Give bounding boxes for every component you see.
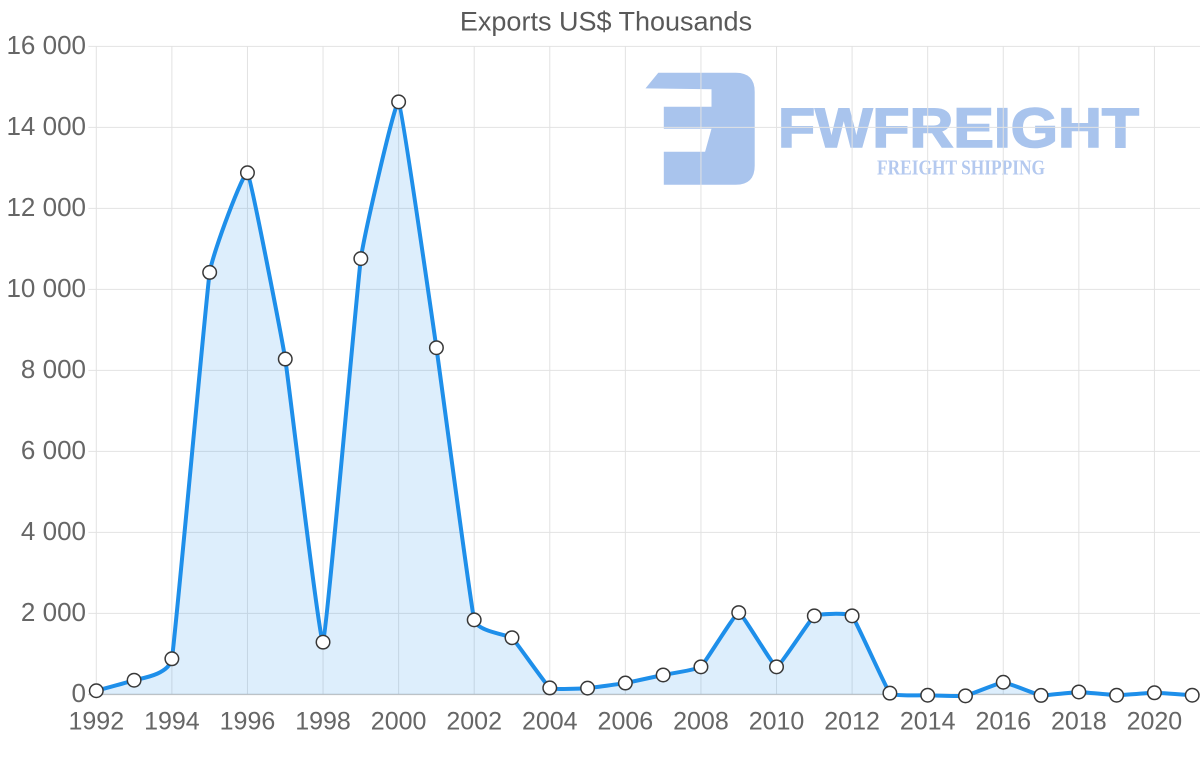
svg-text:1994: 1994 (144, 708, 200, 736)
svg-text:8 000: 8 000 (21, 354, 86, 384)
svg-text:1992: 1992 (68, 708, 124, 736)
svg-text:2020: 2020 (1127, 708, 1183, 736)
svg-text:2010: 2010 (749, 708, 805, 736)
svg-text:2006: 2006 (598, 708, 654, 736)
svg-text:FWFREIGHT: FWFREIGHT (778, 97, 1139, 159)
svg-text:0: 0 (72, 678, 86, 708)
svg-text:2014: 2014 (900, 708, 956, 736)
svg-text:14 000: 14 000 (6, 111, 86, 141)
svg-text:16 000: 16 000 (6, 30, 86, 60)
svg-text:2004: 2004 (522, 708, 578, 736)
svg-text:Exports US$ Thousands: Exports US$ Thousands (460, 7, 752, 37)
svg-text:2008: 2008 (673, 708, 729, 736)
svg-text:1998: 1998 (295, 708, 351, 736)
svg-text:2018: 2018 (1051, 708, 1107, 736)
svg-text:2 000: 2 000 (21, 597, 86, 627)
svg-text:2000: 2000 (371, 708, 427, 736)
svg-text:1996: 1996 (220, 708, 276, 736)
svg-text:2012: 2012 (824, 708, 880, 736)
svg-text:2016: 2016 (975, 708, 1031, 736)
svg-text:6 000: 6 000 (21, 435, 86, 465)
svg-text:2002: 2002 (446, 708, 502, 736)
svg-text:10 000: 10 000 (6, 273, 86, 303)
svg-text:4 000: 4 000 (21, 516, 86, 546)
svg-text:FREIGHT SHIPPING: FREIGHT SHIPPING (877, 156, 1045, 180)
svg-text:12 000: 12 000 (6, 192, 86, 222)
